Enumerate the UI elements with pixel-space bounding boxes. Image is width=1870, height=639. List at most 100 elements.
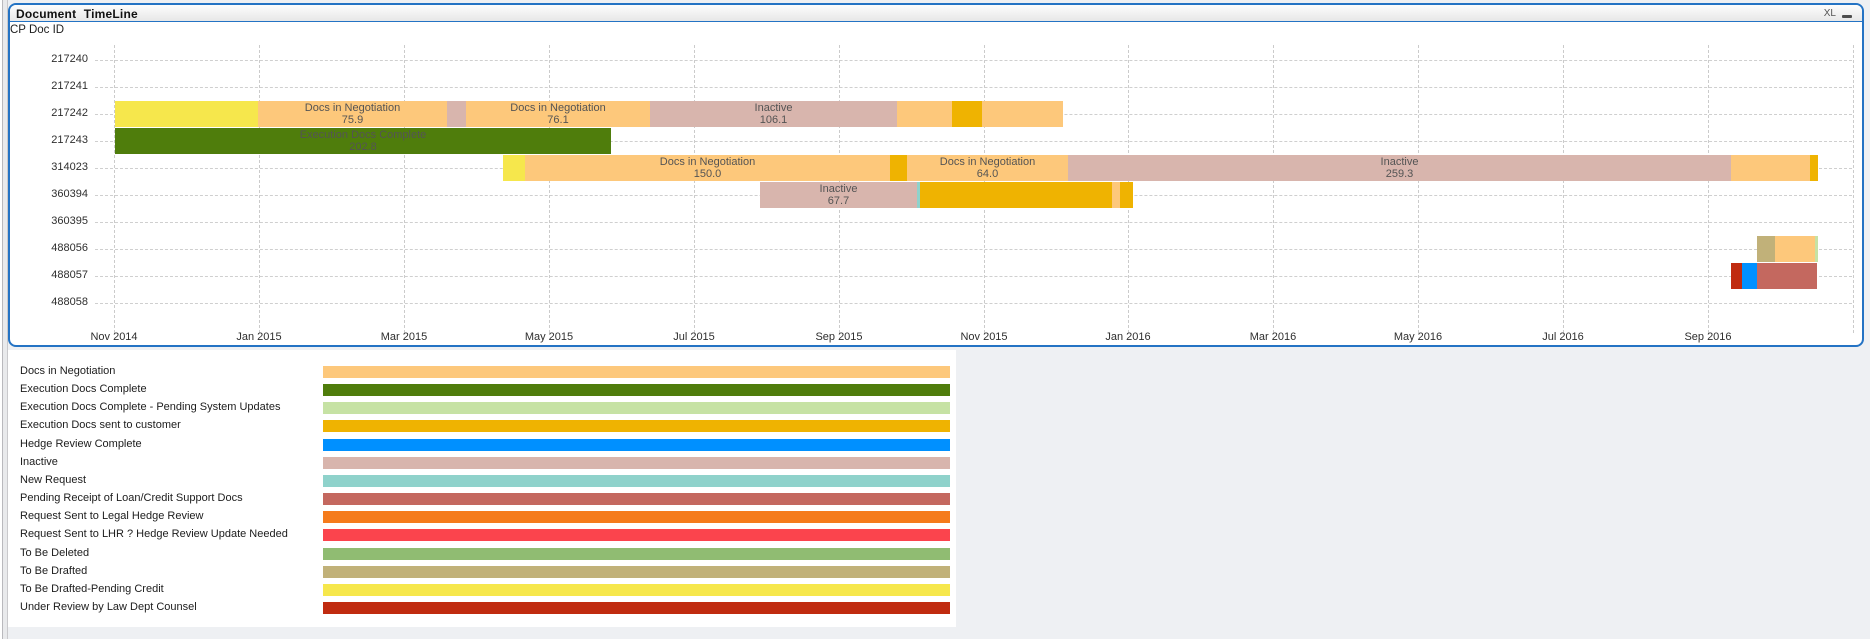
window-title: Document TimeLine bbox=[16, 7, 138, 21]
legend-item[interactable]: To Be Drafted-Pending Credit bbox=[8, 581, 956, 599]
legend-item[interactable]: To Be Deleted bbox=[8, 545, 956, 563]
x-axis-tick-label: Nov 2015 bbox=[960, 331, 1008, 343]
gantt-bar-segment[interactable] bbox=[1731, 155, 1810, 181]
gantt-bar-label: Docs in Negotiation 64.0 bbox=[907, 155, 1068, 181]
legend-item[interactable]: Docs in Negotiation bbox=[8, 363, 956, 381]
legend-swatch bbox=[323, 547, 950, 560]
minimize-button[interactable] bbox=[1841, 8, 1854, 19]
legend-item-label: Hedge Review Complete bbox=[20, 437, 142, 450]
legend-swatch bbox=[323, 565, 950, 578]
gridline-vertical bbox=[694, 45, 695, 333]
gantt-bar-label: Execution Docs Complete 202.8 bbox=[115, 128, 611, 154]
legend-item[interactable]: Hedge Review Complete bbox=[8, 436, 956, 454]
legend-swatch bbox=[323, 402, 950, 415]
gantt-bar-label-value: 202.8 bbox=[349, 141, 377, 153]
legend-item[interactable]: Pending Receipt of Loan/Credit Support D… bbox=[8, 490, 956, 508]
gantt-bar-label-value: 75.9 bbox=[341, 114, 364, 126]
legend-swatch bbox=[323, 456, 950, 469]
window-size-label: XL bbox=[1823, 8, 1836, 19]
legend-item[interactable]: Request Sent to LHR ? Hedge Review Updat… bbox=[8, 526, 956, 544]
gantt-bar-label: Inactive 67.7 bbox=[760, 182, 917, 208]
legend-panel: Docs in Negotiation Execution Docs Comple… bbox=[8, 350, 956, 627]
gridline-vertical bbox=[404, 45, 405, 333]
gantt-bar-segment[interactable]: Inactive 106.1 bbox=[650, 101, 897, 127]
legend-item[interactable]: Execution Docs sent to customer bbox=[8, 417, 956, 435]
gantt-bar-segment[interactable] bbox=[447, 101, 466, 127]
legend-item[interactable]: Execution Docs Complete bbox=[8, 381, 956, 399]
gantt-bar-label-value: 150.0 bbox=[693, 168, 722, 180]
gantt-bar-segment[interactable] bbox=[897, 101, 952, 127]
gantt-bar-segment[interactable]: Inactive 67.7 bbox=[760, 182, 917, 208]
legend-item-label: To Be Drafted-Pending Credit bbox=[20, 582, 164, 595]
gantt-bar-segment[interactable] bbox=[1757, 263, 1817, 289]
legend-item[interactable]: Request Sent to Legal Hedge Review bbox=[8, 508, 956, 526]
gantt-bar-label-text: Inactive bbox=[754, 102, 793, 114]
gantt-bar-segment[interactable] bbox=[1775, 236, 1815, 262]
gantt-bar-segment[interactable] bbox=[1810, 155, 1818, 181]
gridline-horizontal bbox=[95, 222, 1852, 223]
gridline-vertical bbox=[1273, 45, 1274, 333]
gantt-bar-segment[interactable] bbox=[1120, 182, 1133, 208]
legend-item[interactable]: Inactive bbox=[8, 454, 956, 472]
y-axis-row-label: 217242 bbox=[51, 107, 88, 119]
legend-item[interactable]: To Be Drafted bbox=[8, 563, 956, 581]
gantt-bar-label-text: Inactive bbox=[819, 183, 858, 195]
gantt-bar-segment[interactable] bbox=[982, 101, 1063, 127]
legend-swatch bbox=[323, 420, 950, 433]
gantt-bar-segment[interactable] bbox=[917, 182, 920, 208]
gantt-bar-label-text: Execution Docs Complete bbox=[299, 129, 427, 141]
x-axis-tick-label: Mar 2016 bbox=[1249, 331, 1297, 343]
gantt-bar-segment[interactable] bbox=[1731, 263, 1742, 289]
gantt-bar-segment[interactable] bbox=[1112, 182, 1120, 208]
gantt-bar-segment[interactable] bbox=[503, 155, 525, 181]
y-axis-row-label: 360394 bbox=[51, 188, 88, 200]
gantt-bar-label-text: Docs in Negotiation bbox=[939, 156, 1036, 168]
legend-item[interactable]: Execution Docs Complete - Pending System… bbox=[8, 399, 956, 417]
y-axis-row-label: 314023 bbox=[51, 161, 88, 173]
gridline-vertical bbox=[1563, 45, 1564, 333]
gantt-bar-segment[interactable]: Docs in Negotiation 75.9 bbox=[258, 101, 447, 127]
y-axis-row-label: 488056 bbox=[51, 242, 88, 254]
gridline-horizontal bbox=[95, 276, 1852, 277]
left-splitter[interactable] bbox=[0, 0, 8, 639]
x-axis-tick-label: Nov 2014 bbox=[90, 331, 138, 343]
gantt-bar-segment[interactable]: Inactive 259.3 bbox=[1068, 155, 1731, 181]
legend-swatch bbox=[323, 601, 950, 614]
gantt-bar-segment[interactable]: Docs in Negotiation 76.1 bbox=[466, 101, 650, 127]
legend-item[interactable]: New Request bbox=[8, 472, 956, 490]
x-axis-tick-label: Jul 2015 bbox=[673, 331, 715, 343]
gridline-horizontal bbox=[95, 60, 1852, 61]
gantt-bar-segment[interactable] bbox=[1742, 263, 1757, 289]
gantt-bar-segment[interactable] bbox=[115, 101, 258, 127]
gridline-horizontal bbox=[95, 87, 1852, 88]
x-axis-tick-label: Sep 2016 bbox=[1684, 331, 1732, 343]
x-axis-tick-label: Sep 2015 bbox=[815, 331, 863, 343]
gantt-bar-label-value: 259.3 bbox=[1385, 168, 1414, 180]
minimize-icon bbox=[1842, 15, 1852, 18]
gantt-bar-segment[interactable] bbox=[952, 101, 982, 127]
gantt-bar-segment[interactable] bbox=[1815, 236, 1818, 262]
gantt-bar-segment[interactable]: Docs in Negotiation 64.0 bbox=[907, 155, 1068, 181]
gridline-horizontal bbox=[95, 303, 1852, 304]
gantt-bar-segment[interactable]: Execution Docs Complete 202.8 bbox=[115, 128, 611, 154]
legend-item-label: Inactive bbox=[20, 455, 58, 468]
x-axis-tick-label: Jan 2016 bbox=[1105, 331, 1151, 343]
y-axis-row-label: 217243 bbox=[51, 134, 88, 146]
gridline-vertical bbox=[1418, 45, 1419, 333]
legend-swatch bbox=[323, 493, 950, 506]
legend-item[interactable]: Under Review by Law Dept Counsel bbox=[8, 599, 956, 617]
gantt-bar-segment[interactable] bbox=[1757, 236, 1775, 262]
gridline-vertical bbox=[259, 45, 260, 333]
gantt-bar-segment[interactable]: Docs in Negotiation 150.0 bbox=[525, 155, 890, 181]
y-axis-row-label: 488058 bbox=[51, 296, 88, 308]
legend-item-label: Request Sent to Legal Hedge Review bbox=[20, 510, 204, 523]
gridline-vertical bbox=[114, 45, 115, 333]
gantt-bar-segment[interactable] bbox=[920, 182, 1112, 208]
gantt-bar-label-text: Inactive bbox=[1380, 156, 1419, 168]
legend-item-label: Execution Docs Complete - Pending System… bbox=[20, 401, 281, 414]
gantt-bar-segment[interactable] bbox=[890, 155, 907, 181]
window-titlebar[interactable]: Document TimeLine XL bbox=[10, 5, 1862, 22]
y-axis-row-label: 360395 bbox=[51, 215, 88, 227]
legend-item-label: New Request bbox=[20, 473, 87, 486]
gantt-bar-label: Docs in Negotiation 150.0 bbox=[525, 155, 890, 181]
